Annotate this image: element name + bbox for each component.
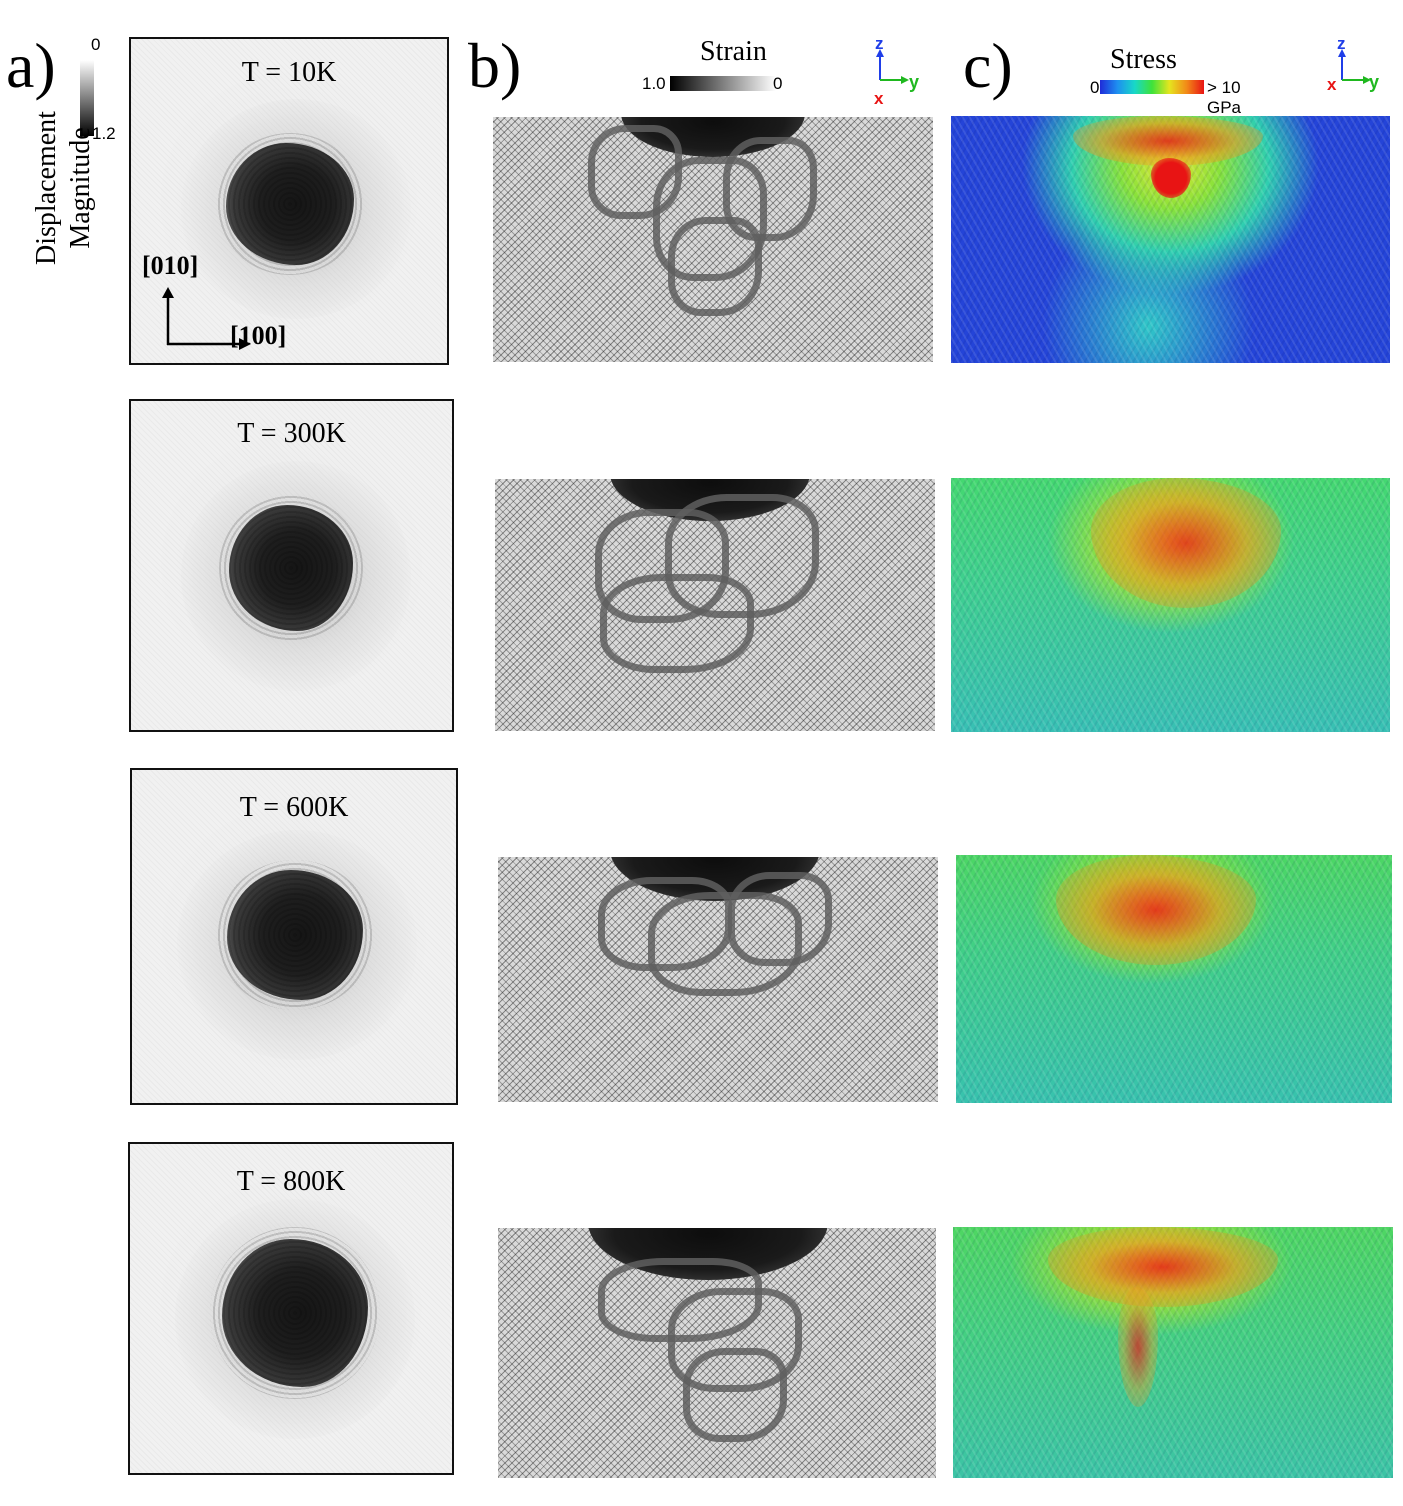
dislocation-loop (723, 137, 817, 241)
crystal-axes-icon (162, 287, 251, 350)
panel-c-letter: c) (963, 30, 1013, 101)
stress-colorbar-title: Stress (1110, 44, 1177, 75)
dislocation-loop (683, 1348, 787, 1442)
high-stress-region (1091, 478, 1281, 608)
high-stress-region (1151, 158, 1191, 198)
displacement-colorbar-min: 0 (91, 35, 101, 54)
panel-a-letter: a) (6, 30, 56, 101)
strain-map-800k (498, 1228, 936, 1478)
displacement-colorbar-gradient (80, 60, 94, 136)
strain-colorbar-title: Strain (700, 36, 767, 67)
stress-colorbar-gradient (1100, 80, 1204, 94)
axis-100-label: [100] (230, 321, 287, 350)
dislocation-loop (728, 872, 832, 966)
displacement-label-line2: Magnitude (65, 127, 96, 249)
triad-x-label: x (874, 89, 884, 108)
damage-region (219, 494, 363, 642)
displacement-label-line1: Displacement (31, 111, 62, 265)
strain-map-300k (495, 479, 935, 731)
temperature-label-800k: T = 800K (236, 1166, 346, 1197)
strain-colorbar-right: 0 (773, 74, 783, 93)
damage-region (215, 133, 365, 275)
dislocation-loop (600, 574, 754, 673)
strain-map-600k (498, 857, 938, 1102)
panel-b-letter: b) (468, 30, 522, 101)
high-stress-region (1118, 1287, 1158, 1407)
stress-map-300k (951, 478, 1390, 732)
triad-y-label: y (1369, 72, 1380, 92)
strain-map-10k (493, 117, 933, 362)
triad-z-label: z (1337, 34, 1346, 53)
strain-colorbar-gradient (670, 76, 776, 91)
displacement-map-800k: T = 800K (128, 1142, 454, 1475)
dislocation-loop (668, 217, 762, 316)
displacement-map-300k: T = 300K (129, 399, 454, 732)
dislocation-loop (668, 1288, 802, 1392)
triad-y-label: y (909, 72, 920, 92)
temperature-label-300k: T = 300K (237, 418, 346, 449)
strain-colorbar-left: 1.0 (642, 74, 666, 93)
axis-triad-icon (1338, 49, 1371, 84)
stress-colorbar-right: > 10 GPa (1207, 78, 1242, 117)
high-stress-region (1056, 855, 1256, 965)
high-stress-region (1048, 1227, 1278, 1307)
temperature-label-600k: T = 600K (239, 792, 349, 823)
triad-z-label: z (875, 34, 884, 53)
stress-map-600k (956, 855, 1392, 1103)
axis-triad-icon (876, 49, 909, 84)
stress-map-10k (951, 116, 1390, 363)
axis-010-label: [010] (142, 251, 199, 280)
damage-region (216, 859, 374, 1011)
displacement-map-600k: T = 600K (130, 768, 458, 1105)
displacement-colorbar-max: 1.2 (92, 124, 116, 143)
displacement-magnitude-label: Displacement Magnitude (30, 58, 100, 318)
damage-region (210, 1227, 380, 1399)
temperature-label-10k: T = 10K (241, 57, 337, 88)
high-stress-region (1073, 116, 1263, 166)
stress-colorbar-left: 0 (1090, 78, 1100, 97)
stress-map-800k (953, 1227, 1393, 1478)
displacement-map-10k: T = 10K [010] [100] (129, 37, 449, 365)
triad-x-label: x (1327, 75, 1337, 94)
